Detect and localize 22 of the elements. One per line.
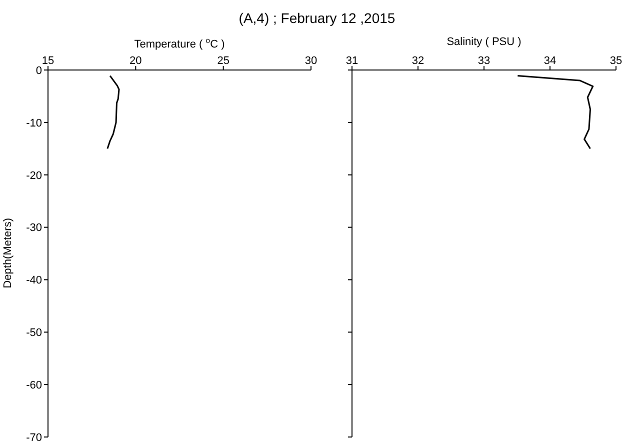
x-tick-label: 34 [544, 55, 556, 67]
x-tick-label: 20 [130, 55, 142, 67]
y-tick-label: -30 [26, 222, 42, 234]
y-tick-label: 0 [36, 64, 42, 77]
x-tick-label: 30 [304, 55, 318, 67]
x-tick-label: 32 [412, 55, 424, 67]
x-tick-label: 35 [610, 55, 622, 67]
chart-title: (A,4) ; February 12 ,2015 [238, 10, 396, 26]
y-tick-label: -70 [26, 432, 42, 441]
x-tick-label: 31 [346, 55, 358, 67]
y-tick-label: -50 [26, 327, 42, 340]
x-tick-label: 25 [217, 55, 230, 67]
x-axis-title: Temperature ( $^{o}$C ) [133, 36, 226, 51]
y-tick-label: -20 [26, 170, 42, 182]
y-tick-label: -40 [26, 274, 42, 287]
y-axis-title: Depth(Meters) [2, 218, 14, 289]
x-tick-label: 15 [42, 55, 54, 67]
y-tick-label: -60 [26, 379, 42, 392]
x-axis-title: Salinity ( PSU ) [446, 36, 522, 48]
x-tick-label: 33 [478, 55, 490, 67]
line-series [106, 75, 120, 150]
y-tick-label: -10 [26, 117, 42, 130]
